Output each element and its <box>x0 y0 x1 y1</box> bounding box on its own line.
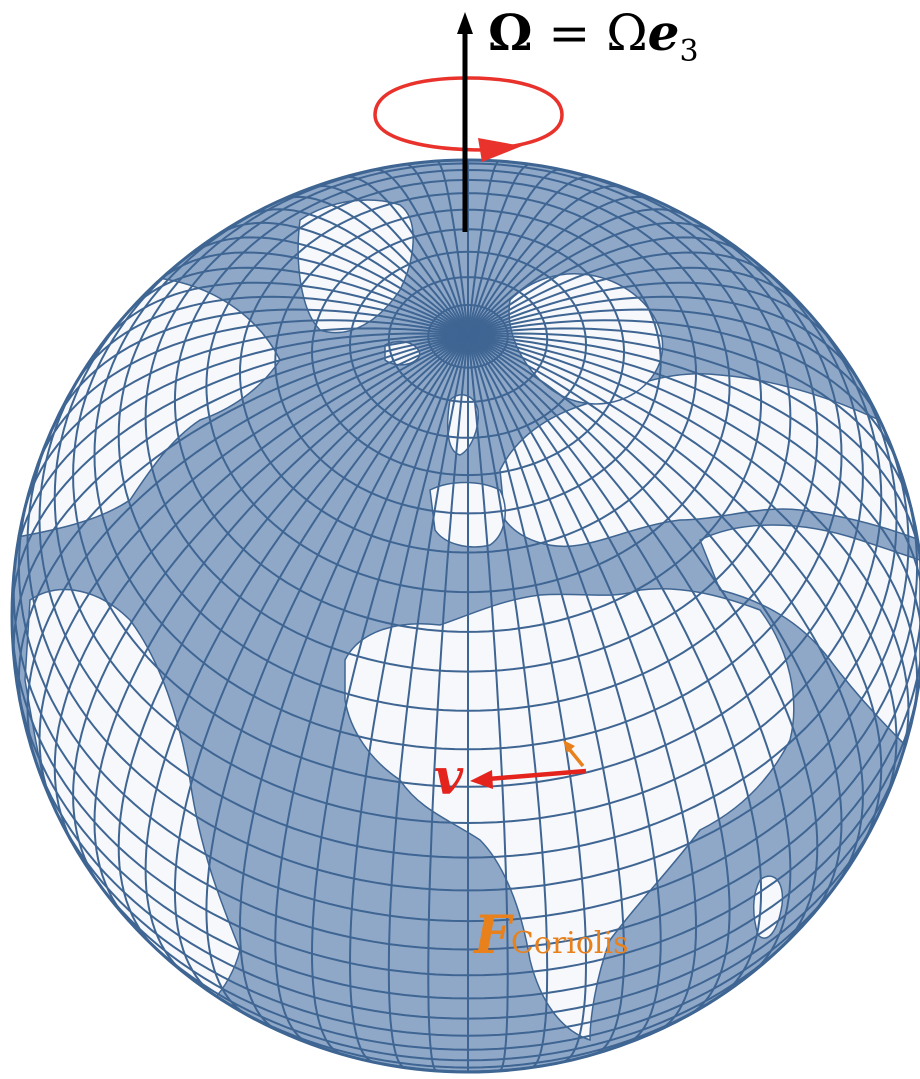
basis-vector-symbol: e <box>648 3 680 62</box>
omega-equals: = Ω <box>533 4 648 62</box>
rotation-arrowhead <box>478 138 522 162</box>
basis-vector-index: 3 <box>679 34 698 69</box>
coriolis-force-subscript: Coriolis <box>511 926 629 961</box>
rotation-vector-label: Ω = Ωe3 <box>488 8 699 67</box>
rotation-axis-arrowhead <box>457 12 473 34</box>
velocity-label: v <box>434 752 463 802</box>
coriolis-force-symbol: F <box>474 905 511 966</box>
coriolis-force-label: FCoriolis <box>474 910 629 962</box>
omega-bold-symbol: Ω <box>488 3 533 62</box>
rotation-arrow <box>375 78 562 150</box>
